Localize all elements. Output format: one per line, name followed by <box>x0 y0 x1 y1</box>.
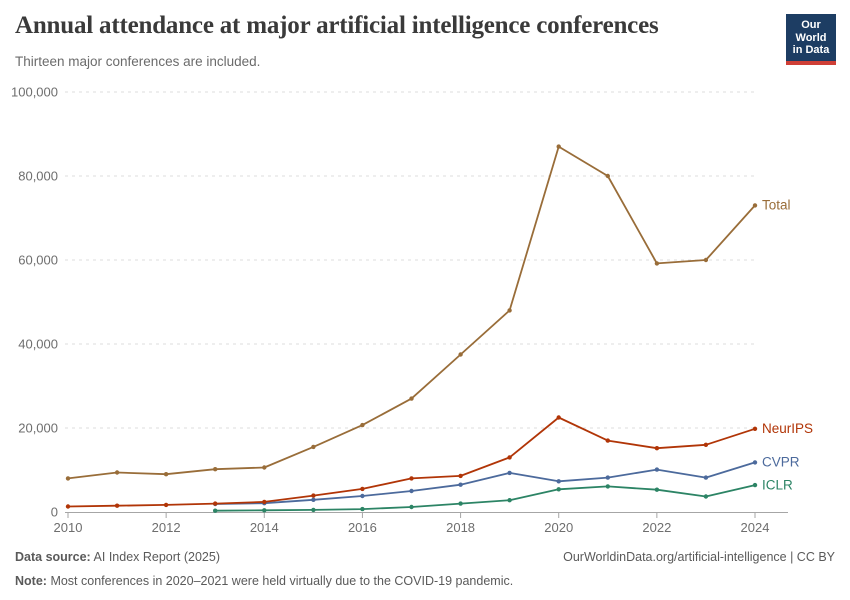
series-line-cvpr <box>214 461 756 505</box>
series-point <box>65 476 71 481</box>
series-point <box>752 460 758 465</box>
note-line: Note: Most conferences in 2020–2021 were… <box>15 574 513 588</box>
x-tick-label: 2014 <box>250 520 279 535</box>
x-tick-label: 2018 <box>446 520 475 535</box>
x-tick-label: 2020 <box>544 520 573 535</box>
series-point <box>507 498 512 503</box>
series-label-iclr: ICLR <box>762 477 793 492</box>
x-tick-label: 2010 <box>54 520 83 535</box>
series-point <box>752 426 758 431</box>
series-point <box>703 475 709 480</box>
series-point <box>703 442 709 447</box>
y-tick-label: 20,000 <box>18 421 58 436</box>
series-point <box>409 396 414 401</box>
series-iclr: ICLR <box>213 477 793 513</box>
series-point <box>262 508 267 513</box>
series-point <box>605 173 610 179</box>
attribution-link[interactable]: OurWorldinData.org/artificial-intelligen… <box>563 550 835 564</box>
y-tick-label: 100,000 <box>11 85 58 100</box>
x-tick-label: 2022 <box>642 520 671 535</box>
owid-logo-line2: in Data <box>792 44 830 56</box>
series-point <box>262 499 267 505</box>
series-point <box>752 482 758 488</box>
series-point <box>311 444 316 450</box>
note-value: Most conferences in 2020–2021 were held … <box>50 574 514 588</box>
page-title: Annual attendance at major artificial in… <box>15 12 659 39</box>
series-point <box>507 455 512 460</box>
y-tick-label: 60,000 <box>18 253 58 268</box>
x-tick-label: 2016 <box>348 520 377 535</box>
series-point <box>458 352 463 357</box>
series-point <box>507 308 512 313</box>
series-point <box>556 415 561 420</box>
owid-logo: Our World in Data <box>786 14 836 65</box>
y-tick-label: 0 <box>51 505 58 520</box>
series-label-cvpr: CVPR <box>762 455 800 470</box>
series-line-total <box>67 145 756 480</box>
series-point <box>605 475 610 480</box>
series-point <box>654 487 660 492</box>
series-point <box>262 465 267 470</box>
series-point <box>556 144 561 149</box>
series-point <box>556 479 561 484</box>
series-point <box>65 504 71 509</box>
chart-subtitle: Thirteen major conferences are included. <box>15 54 261 69</box>
note-label: Note: <box>15 574 47 588</box>
series-point <box>458 501 463 506</box>
series-point <box>409 488 414 494</box>
series-point <box>213 467 218 472</box>
series-point <box>605 484 610 489</box>
series-point <box>409 476 414 481</box>
series-line-iclr <box>214 484 756 512</box>
series-neurips: NeurIPS <box>65 415 813 509</box>
series-point <box>114 470 120 475</box>
series-point <box>556 487 561 492</box>
series-point <box>703 257 709 263</box>
series-point <box>163 472 169 477</box>
series-point <box>360 493 365 499</box>
series-point <box>507 470 512 476</box>
series-point <box>360 506 365 512</box>
series-point <box>311 493 316 498</box>
series-point <box>360 422 365 428</box>
y-tick-label: 80,000 <box>18 169 58 184</box>
series-point <box>654 467 660 472</box>
series-point <box>311 497 316 502</box>
series-point <box>114 503 120 508</box>
series-label-neurips: NeurIPS <box>762 421 813 436</box>
series-point <box>163 502 169 508</box>
series-point <box>311 507 316 513</box>
series-point <box>360 486 365 492</box>
owid-logo-line1: Our World <box>795 19 827 44</box>
series-point <box>654 446 660 451</box>
series-point <box>213 508 218 513</box>
series-point <box>752 203 758 208</box>
series-label-total: Total <box>762 198 791 213</box>
x-tick-label: 2012 <box>152 520 181 535</box>
series-cvpr: CVPR <box>213 455 800 507</box>
series-point <box>213 501 218 506</box>
series-total: Total <box>65 144 791 481</box>
data-source-label: Data source: <box>15 550 91 564</box>
series-point <box>458 482 463 487</box>
series-point <box>703 494 709 499</box>
series-point <box>654 261 660 266</box>
y-tick-label: 40,000 <box>18 337 58 352</box>
series-point <box>409 504 414 510</box>
data-source-value: AI Index Report (2025) <box>93 550 220 564</box>
series-point <box>458 473 463 479</box>
x-tick-label: 2024 <box>741 520 770 535</box>
series-point <box>605 438 610 443</box>
data-source-line: Data source: AI Index Report (2025) <box>15 550 220 564</box>
